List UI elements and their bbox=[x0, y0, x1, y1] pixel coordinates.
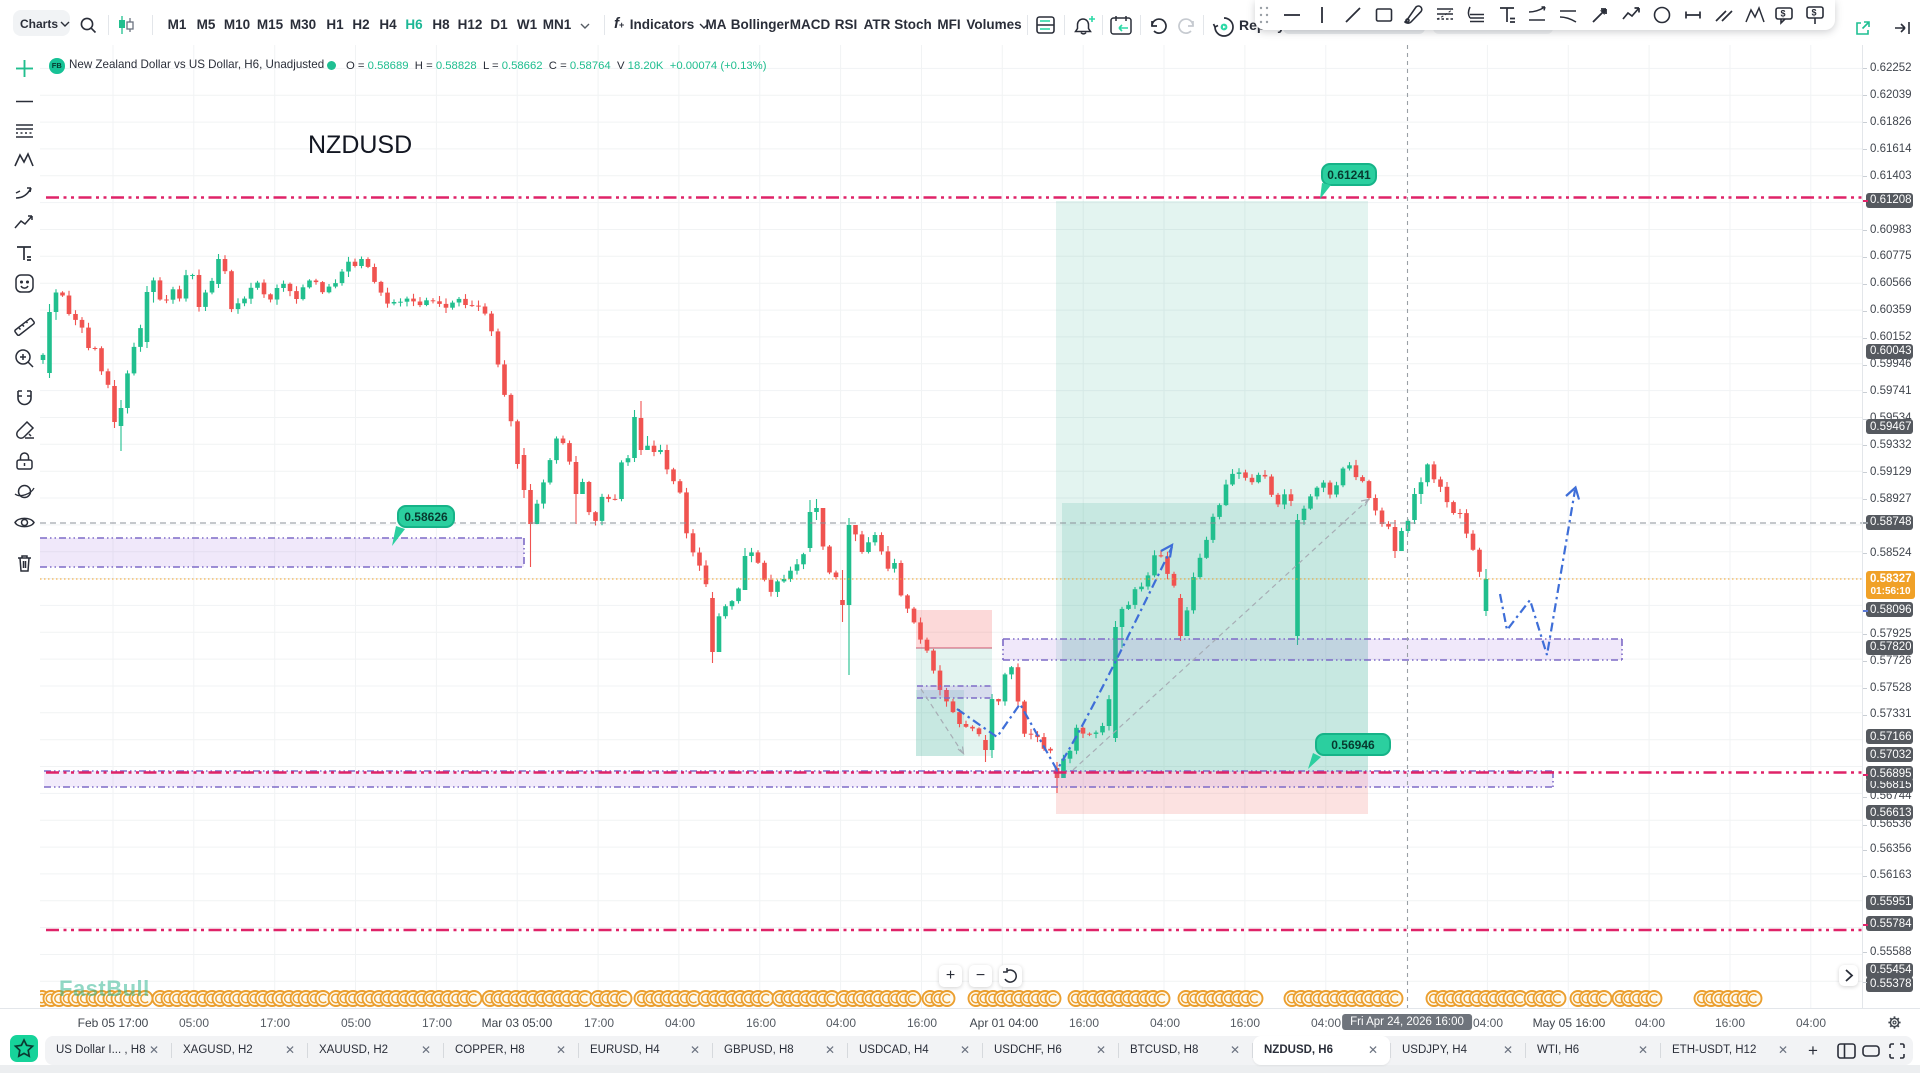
svg-text:$: $ bbox=[1812, 8, 1817, 18]
svg-text:$: $ bbox=[1781, 9, 1786, 19]
